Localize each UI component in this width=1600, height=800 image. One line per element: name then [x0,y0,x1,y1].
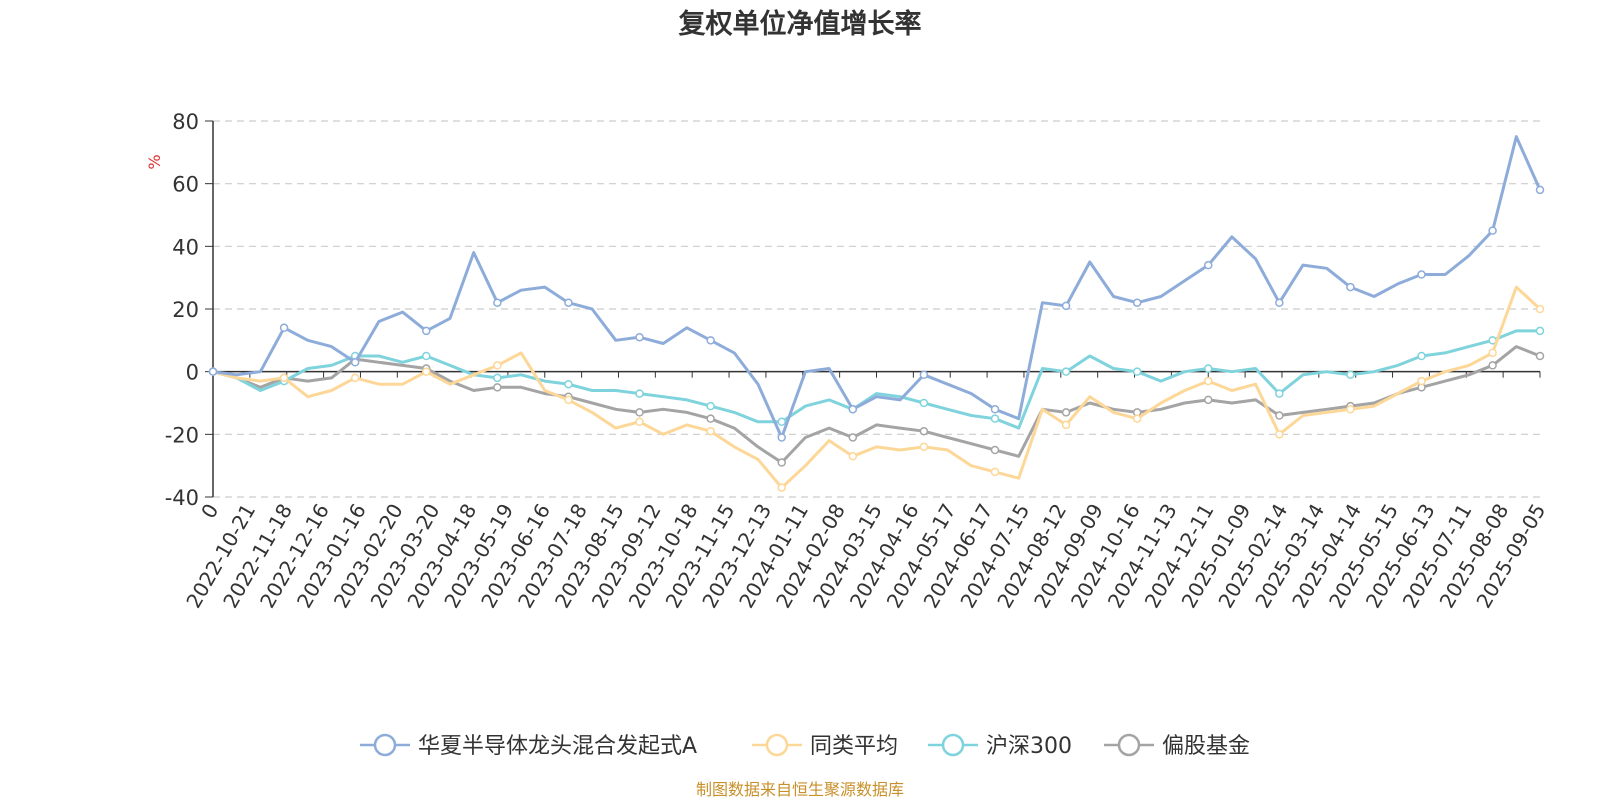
data-point[interactable] [990,414,1000,423]
data-point[interactable] [777,433,786,442]
legend-label: 华夏半导体龙头混合发起式A [418,734,697,759]
legend-marker [373,733,397,757]
legend-marker [1117,733,1141,757]
y-tick-label: 0 [186,361,199,385]
legend-item[interactable]: 华夏半导体龙头混合发起式A [360,733,697,759]
data-point[interactable] [706,336,715,345]
data-point[interactable] [1346,405,1355,414]
y-tick-label: 40 [172,235,199,259]
data-point[interactable] [635,332,644,342]
data-point[interactable] [1275,389,1284,398]
series-lines [208,135,1545,492]
data-point[interactable] [1204,395,1213,405]
legend-marker [765,733,789,757]
data-point[interactable] [1275,298,1284,307]
legend-item[interactable]: 同类平均 [752,733,898,759]
y-tick-label: 60 [172,173,199,197]
legend: 华夏半导体龙头混合发起式A 同类平均 沪深300 偏股基金 [360,733,1250,759]
data-point[interactable] [919,370,929,380]
data-point[interactable] [635,417,644,427]
data-point[interactable] [1132,414,1142,423]
data-point[interactable] [635,408,644,417]
data-point[interactable] [848,452,858,461]
data-point[interactable] [493,373,502,383]
data-point[interactable] [919,398,929,408]
data-point[interactable] [279,373,289,383]
data-point[interactable] [1346,282,1355,292]
data-point[interactable] [1488,226,1497,235]
data-point[interactable] [1488,348,1497,358]
series-line [211,345,1542,464]
data-point[interactable] [1346,370,1355,380]
data-point[interactable] [208,367,218,376]
data-point[interactable] [493,383,502,392]
series-line [211,135,1542,439]
data-point[interactable] [1417,270,1426,279]
legend-marker [941,733,965,757]
data-point[interactable] [422,326,431,336]
data-point[interactable] [1535,304,1545,314]
legend-label: 偏股基金 [1162,734,1250,759]
x-tick-label: 0 [196,500,223,523]
data-point[interactable] [990,467,1000,477]
data-point[interactable] [1417,376,1426,386]
data-point[interactable] [848,405,858,414]
y-tick-label: -20 [165,423,199,447]
y-tick-label: 20 [172,298,199,322]
legend-label: 沪深300 [986,734,1072,759]
data-point[interactable] [990,405,1000,414]
data-point[interactable] [279,323,289,333]
data-point[interactable] [777,483,786,492]
data-point[interactable] [1275,430,1284,439]
data-point[interactable] [706,414,715,423]
y-axis-label: % [145,154,164,169]
series-line [211,329,1542,430]
data-point[interactable] [1061,301,1071,311]
data-point[interactable] [1061,408,1071,417]
data-point[interactable] [1132,298,1142,307]
data-point[interactable] [706,401,715,411]
data-point[interactable] [706,426,715,436]
data-point[interactable] [1417,351,1426,361]
data-point[interactable] [777,458,786,467]
data-point[interactable] [350,373,360,383]
legend-label: 同类平均 [810,734,898,759]
data-point[interactable] [990,445,1000,455]
chart-title: 复权单位净值增长率 [678,9,922,40]
data-point[interactable] [564,379,573,389]
data-point[interactable] [1535,326,1545,336]
series-line [211,285,1542,490]
data-point[interactable] [1535,185,1545,195]
data-point[interactable] [422,351,431,361]
data-point[interactable] [635,389,644,398]
data-point[interactable] [919,426,929,436]
legend-item[interactable]: 偏股基金 [1104,733,1250,759]
data-point[interactable] [1061,367,1071,376]
data-point[interactable] [493,298,502,307]
data-point[interactable] [422,367,431,376]
data-point[interactable] [1204,260,1213,270]
data-point[interactable] [493,361,502,370]
data-source-note: 制图数据来自恒生聚源数据库 [695,780,904,799]
legend-item[interactable]: 沪深300 [928,733,1072,759]
y-tick-label: -40 [165,486,199,510]
data-point[interactable] [777,417,786,427]
data-point[interactable] [919,442,929,452]
data-point[interactable] [1132,367,1142,376]
data-point[interactable] [1535,351,1545,361]
data-point[interactable] [564,298,573,307]
data-point[interactable] [1488,361,1497,370]
grid-lines [213,120,1540,498]
data-point[interactable] [848,433,858,442]
data-point[interactable] [564,395,573,405]
y-tick-label: 80 [172,110,199,134]
data-point[interactable] [1204,364,1213,373]
data-point[interactable] [350,358,360,367]
data-point[interactable] [1204,376,1213,386]
data-point[interactable] [1275,411,1284,420]
data-point[interactable] [1061,420,1071,430]
